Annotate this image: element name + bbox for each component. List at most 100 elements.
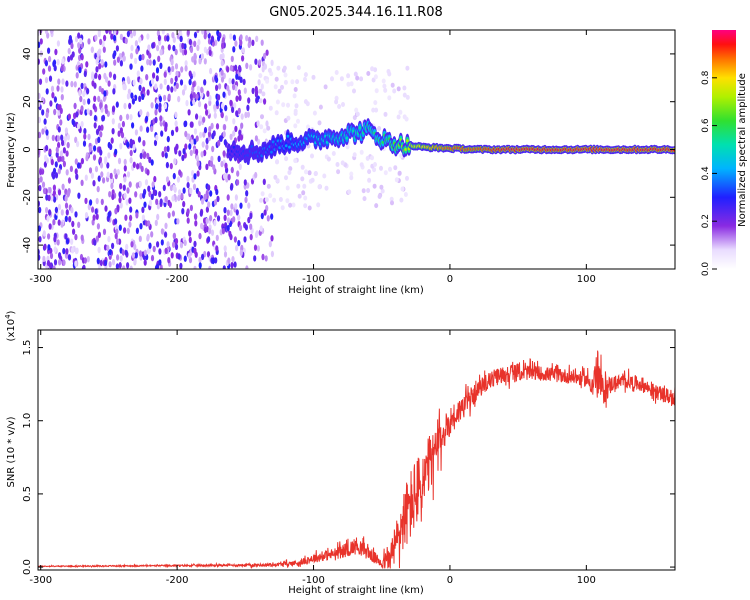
spectrogram-cell xyxy=(124,214,128,221)
spectrogram-cell xyxy=(152,245,156,253)
spectrogram-cell xyxy=(222,91,226,98)
spectrogram-cell xyxy=(220,160,224,168)
spectrogram-cell xyxy=(99,149,103,156)
spectrogram-cell xyxy=(200,198,205,205)
spectrogram-cell xyxy=(203,149,207,157)
spectrogram-cell xyxy=(129,206,133,213)
spectrogram-cell xyxy=(93,114,97,122)
spectrogram-cell xyxy=(228,230,232,238)
spectrogram-cell xyxy=(94,208,98,215)
spectrogram-cell xyxy=(99,162,104,169)
spectrogram-cell xyxy=(96,223,100,230)
spectrogram-cell xyxy=(102,95,106,102)
spectrogram-cell xyxy=(50,30,54,34)
spectrogram-cell xyxy=(75,72,79,79)
spectrogram-cell xyxy=(134,252,138,259)
spectrogram-cell xyxy=(61,58,65,65)
spectrogram-cell xyxy=(139,109,143,116)
spectrogram-cell xyxy=(64,202,69,209)
spectrogram-cell xyxy=(123,227,127,234)
spectrogram-cell xyxy=(56,135,61,142)
spectrogram-cell xyxy=(97,95,101,103)
spectrogram-cell xyxy=(84,174,88,181)
spectrogram-cell xyxy=(108,261,112,268)
spectrogram-cell xyxy=(108,191,112,198)
spectrogram-cell xyxy=(296,65,301,71)
spectrogram-cell xyxy=(146,126,150,133)
spectrogram-cell xyxy=(211,145,215,153)
spectrogram-cell xyxy=(195,113,199,120)
spectrogram-cell xyxy=(181,89,186,96)
spectrogram-cell xyxy=(393,165,398,171)
spectrogram-cell xyxy=(217,155,221,162)
spectrogram-cell xyxy=(371,107,376,113)
spectrogram-cell xyxy=(65,80,69,87)
spectrogram-cell xyxy=(331,151,336,156)
spectrogram-cell xyxy=(57,189,62,196)
spectrogram-cell xyxy=(374,107,379,113)
spectrogram-cell xyxy=(138,235,142,242)
spectrogram-cell xyxy=(323,84,328,90)
spectrogram-cell xyxy=(164,222,168,229)
spectrogram-cell xyxy=(179,262,183,269)
spectrogram-cell xyxy=(135,182,139,189)
spectrogram-cell xyxy=(170,86,174,93)
spectrogram-cell xyxy=(53,96,58,103)
spectrogram-cell xyxy=(138,250,143,257)
spectrogram-cell xyxy=(288,166,293,172)
spectrogram-cell xyxy=(236,179,240,186)
spectrogram-cell xyxy=(220,69,224,76)
spectrogram-cell xyxy=(93,95,97,103)
spectrogram-cell xyxy=(239,249,243,256)
spectrogram-xtick-label: -100 xyxy=(302,274,325,285)
spectrogram-cell xyxy=(275,178,280,184)
spectrogram-cell xyxy=(108,249,112,256)
spectrogram-cell xyxy=(226,217,231,224)
spectrogram-cell xyxy=(310,177,315,183)
spectrogram-cell xyxy=(47,194,51,202)
spectrogram-cell xyxy=(277,88,282,94)
spectrogram-cell xyxy=(177,95,181,103)
spectrogram-cell xyxy=(167,257,171,264)
spectrogram-cell xyxy=(196,85,200,93)
spectrogram-cell xyxy=(155,67,160,74)
spectrogram-cell xyxy=(387,95,392,101)
spectrogram-cell xyxy=(284,144,288,148)
spectrogram-cell xyxy=(244,111,248,119)
spectrogram-cell xyxy=(102,46,106,53)
spectrogram-cell xyxy=(234,203,238,210)
spectrogram-cell xyxy=(179,79,184,86)
spectrogram-cell xyxy=(111,193,115,201)
spectrogram-cell xyxy=(38,236,42,243)
spectrogram-cell xyxy=(235,73,239,80)
spectrogram-cell xyxy=(64,127,68,134)
spectrogram-cell xyxy=(188,38,192,46)
spectrogram-cell xyxy=(238,224,243,231)
spectrogram-cell xyxy=(223,124,227,131)
spectrogram-cell xyxy=(75,111,79,118)
spectrogram-cell xyxy=(212,164,216,171)
spectrogram-cell xyxy=(123,192,127,200)
spectrogram-cell xyxy=(96,56,100,63)
snr-ytick-label: 1.5 xyxy=(22,340,33,356)
spectrogram-cell xyxy=(205,206,209,213)
spectrogram-cell xyxy=(258,73,263,79)
spectrogram-cell xyxy=(280,205,285,211)
spectrogram-cell xyxy=(44,30,48,35)
spectrogram-cell xyxy=(78,47,82,54)
spectrogram-cell xyxy=(326,156,331,162)
spectrogram-cell xyxy=(303,203,308,209)
spectrogram-cell xyxy=(258,88,263,94)
spectrogram-cell xyxy=(275,99,280,105)
spectrogram-cell xyxy=(189,46,194,53)
spectrogram-cell xyxy=(62,160,66,168)
spectrogram-cell xyxy=(284,156,289,162)
spectrogram-cell xyxy=(92,180,96,187)
spectrogram-cell xyxy=(74,260,78,267)
spectrogram-cell xyxy=(129,52,134,60)
spectrogram-cell xyxy=(227,257,231,264)
spectrogram-cell xyxy=(134,94,138,102)
spectrogram-cell xyxy=(187,133,191,140)
spectrogram-cell xyxy=(121,249,125,256)
spectrogram-cell xyxy=(126,262,130,269)
